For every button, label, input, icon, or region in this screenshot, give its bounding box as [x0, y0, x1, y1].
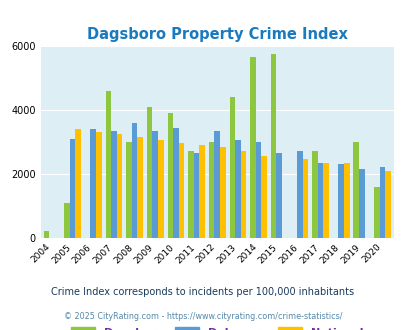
Bar: [353, 142, 358, 238]
Bar: [199, 145, 205, 238]
Bar: [147, 107, 152, 238]
Bar: [249, 57, 255, 238]
Bar: [64, 203, 70, 238]
Bar: [270, 54, 276, 238]
Bar: [302, 159, 307, 238]
Bar: [137, 137, 143, 238]
Bar: [193, 153, 199, 238]
Bar: [152, 131, 158, 238]
Bar: [373, 186, 379, 238]
Bar: [322, 163, 328, 238]
Bar: [116, 134, 122, 238]
Bar: [296, 151, 302, 238]
Bar: [75, 129, 81, 238]
Bar: [96, 132, 101, 238]
Bar: [384, 171, 390, 238]
Bar: [105, 91, 111, 238]
Bar: [132, 123, 137, 238]
Bar: [111, 131, 116, 238]
Bar: [126, 142, 132, 238]
Bar: [255, 142, 261, 238]
Bar: [158, 140, 163, 238]
Bar: [261, 156, 266, 238]
Bar: [311, 151, 317, 238]
Bar: [208, 142, 214, 238]
Bar: [220, 147, 225, 238]
Legend: Dagsboro, Delaware, National: Dagsboro, Delaware, National: [70, 327, 363, 330]
Bar: [188, 151, 193, 238]
Bar: [343, 163, 349, 238]
Bar: [358, 169, 364, 238]
Bar: [276, 153, 281, 238]
Bar: [337, 164, 343, 238]
Bar: [240, 151, 245, 238]
Bar: [229, 97, 234, 238]
Bar: [173, 128, 178, 238]
Text: © 2025 CityRating.com - https://www.cityrating.com/crime-statistics/: © 2025 CityRating.com - https://www.city…: [64, 312, 341, 321]
Title: Dagsboro Property Crime Index: Dagsboro Property Crime Index: [87, 27, 347, 42]
Bar: [43, 231, 49, 238]
Bar: [379, 167, 384, 238]
Bar: [90, 129, 96, 238]
Text: Crime Index corresponds to incidents per 100,000 inhabitants: Crime Index corresponds to incidents per…: [51, 287, 354, 297]
Bar: [167, 113, 173, 238]
Bar: [317, 163, 322, 238]
Bar: [178, 144, 184, 238]
Bar: [70, 139, 75, 238]
Bar: [214, 131, 220, 238]
Bar: [234, 140, 240, 238]
